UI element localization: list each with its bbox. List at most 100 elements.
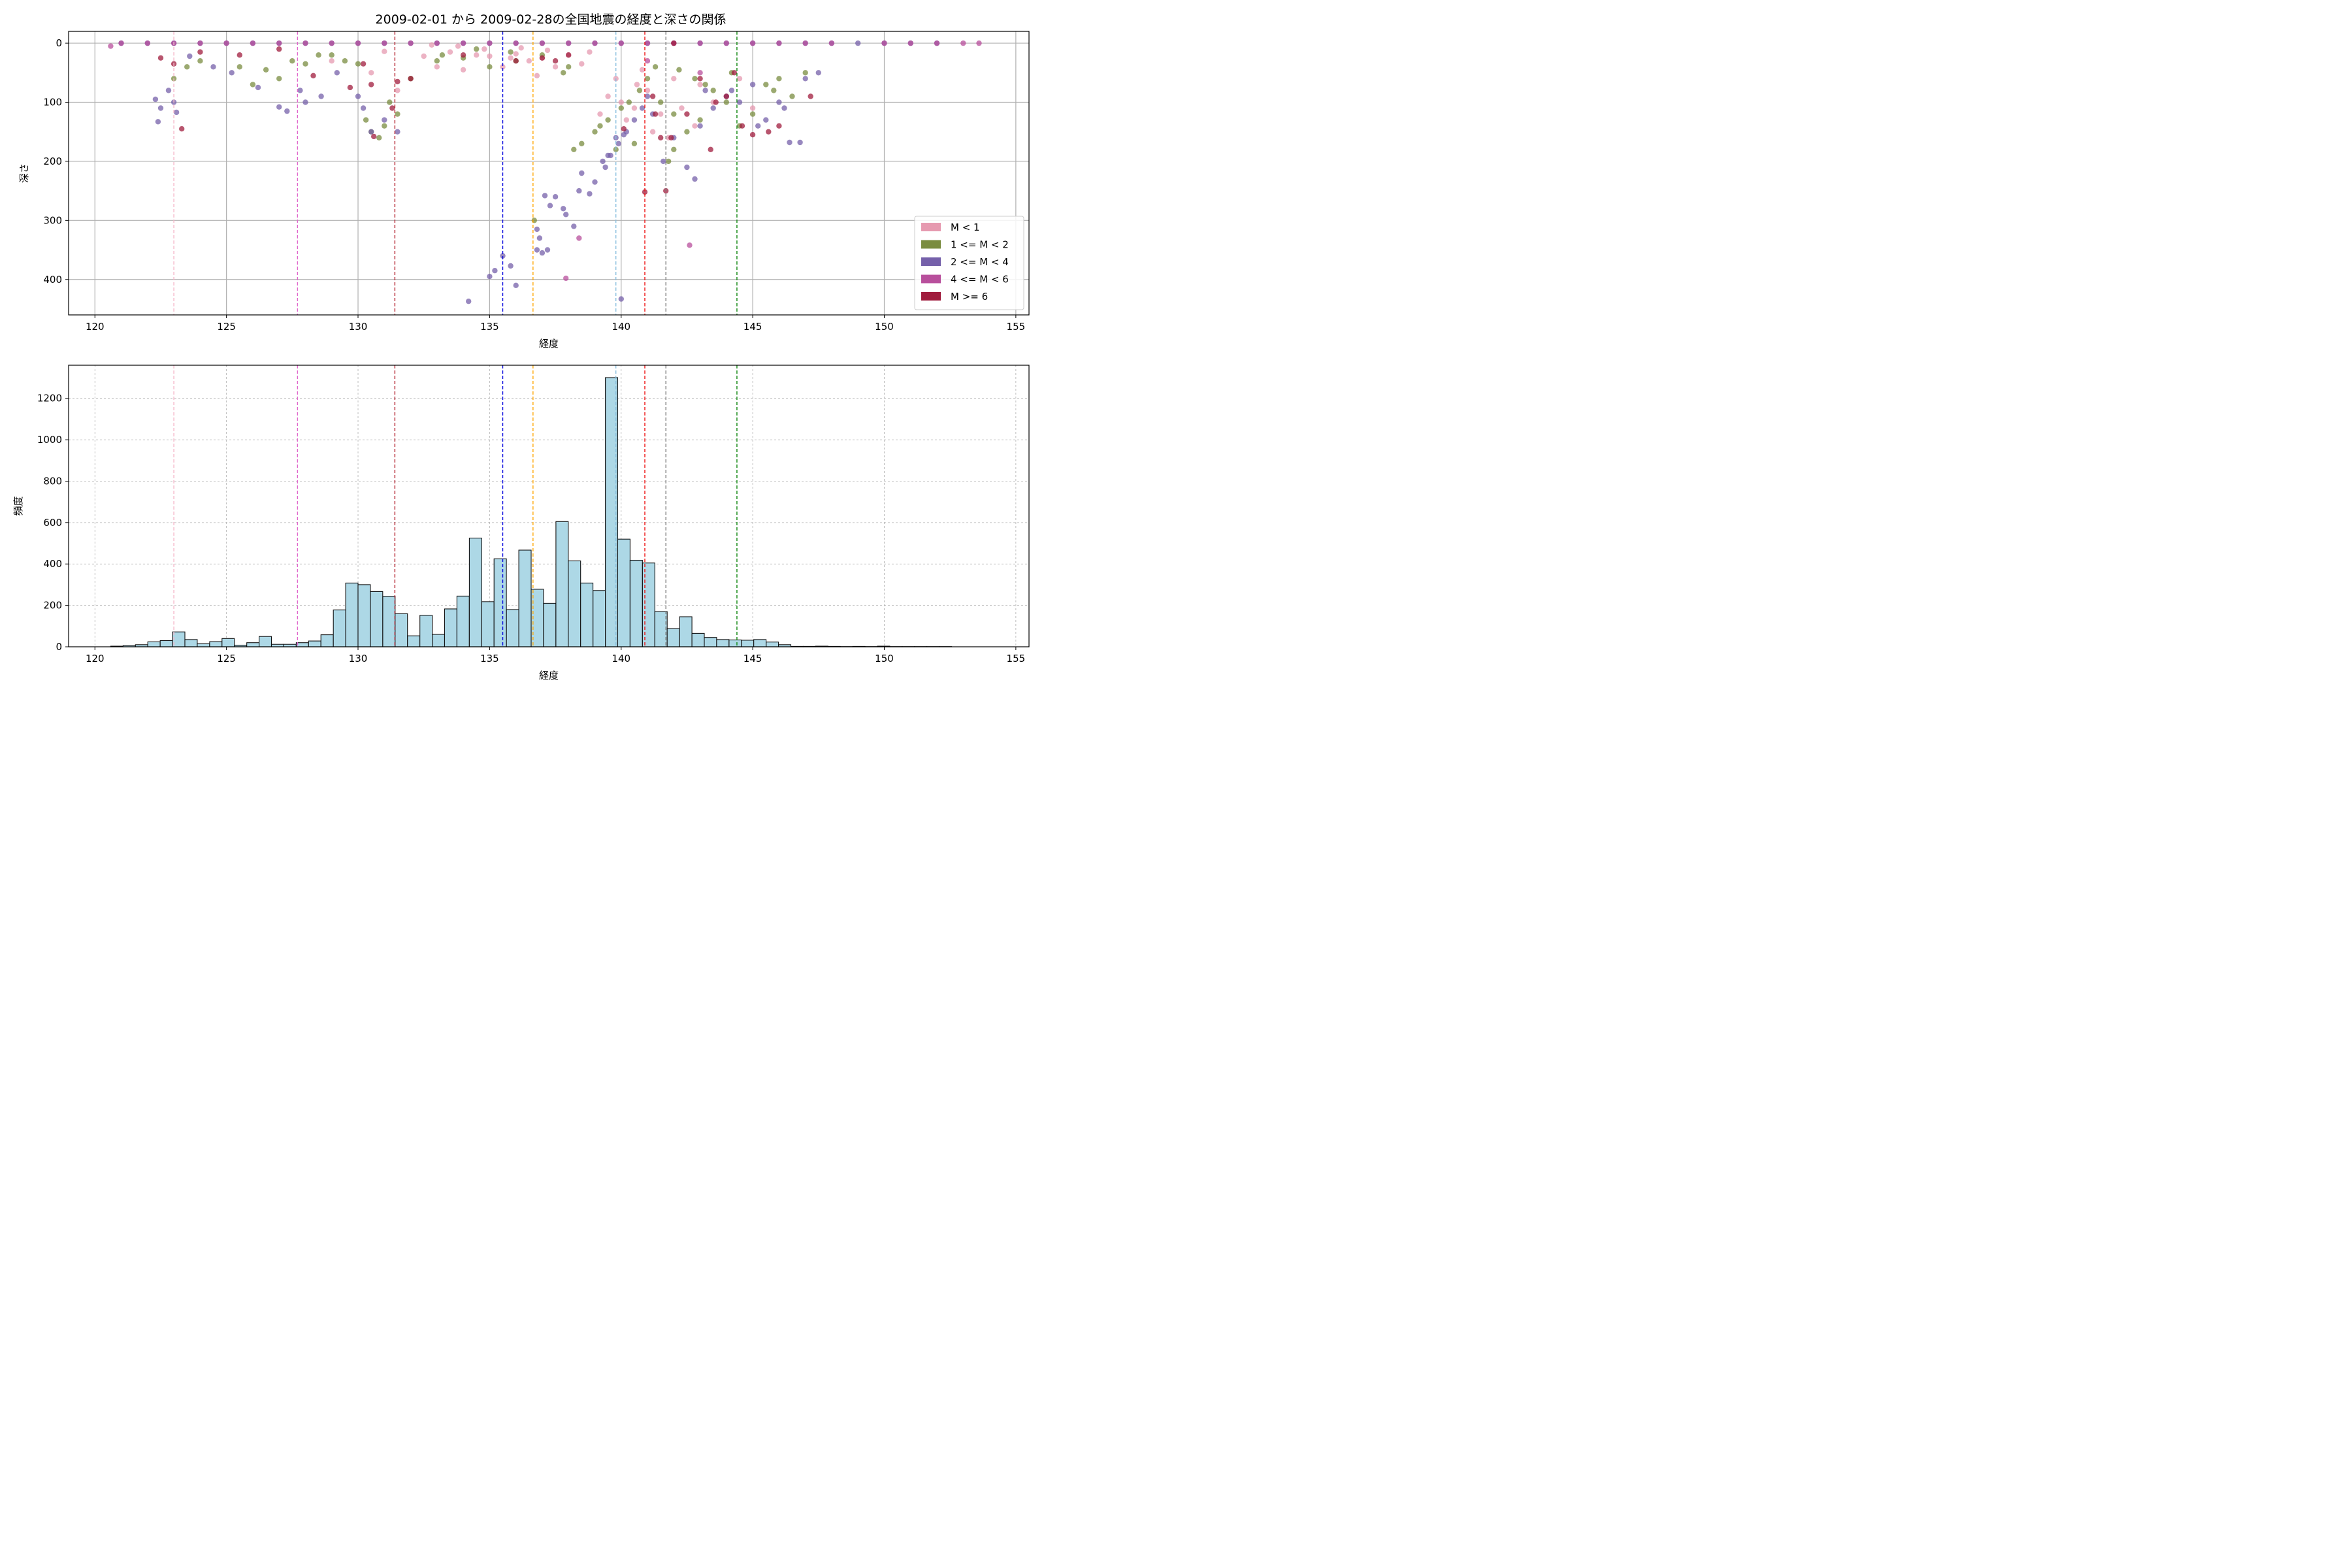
scatter-point bbox=[605, 117, 611, 123]
scatter-point bbox=[618, 99, 624, 105]
x-tick-label: 140 bbox=[612, 653, 630, 664]
scatter-point bbox=[544, 47, 551, 54]
scatter-point bbox=[658, 135, 664, 140]
histogram-bar bbox=[159, 640, 173, 647]
scatter-point bbox=[395, 111, 400, 117]
x-tick-label: 155 bbox=[1007, 321, 1026, 333]
scatter-point bbox=[649, 93, 656, 99]
histogram-bar bbox=[580, 582, 594, 647]
scatter-point bbox=[184, 64, 190, 70]
x-tick-label: 135 bbox=[480, 321, 499, 333]
scatter-point bbox=[563, 212, 569, 218]
scatter-point bbox=[229, 70, 235, 76]
scatter-point bbox=[563, 275, 569, 282]
scatter-point bbox=[579, 61, 585, 67]
scatter-point bbox=[597, 111, 603, 117]
scatter-point bbox=[676, 67, 682, 73]
x-tick-label: 125 bbox=[217, 321, 236, 333]
scatter-point bbox=[302, 99, 308, 105]
scatter-point bbox=[376, 135, 382, 140]
scatter-point bbox=[534, 247, 540, 253]
histogram-bar bbox=[147, 641, 161, 647]
scatter-point bbox=[623, 117, 629, 123]
histogram-bar bbox=[320, 634, 334, 647]
scatter-point bbox=[513, 58, 519, 64]
y-tick-label: 400 bbox=[43, 558, 62, 570]
scatter-point bbox=[466, 299, 472, 304]
scatter-point bbox=[360, 105, 367, 111]
scatter-point bbox=[697, 82, 703, 88]
y-tick-label: 0 bbox=[56, 641, 62, 653]
scatter-point bbox=[602, 164, 608, 171]
scatter-point bbox=[702, 82, 708, 88]
scatter-point bbox=[534, 73, 540, 79]
y-tick-label: 600 bbox=[43, 517, 62, 529]
scatter-point bbox=[368, 129, 374, 135]
scatter-point bbox=[263, 67, 269, 73]
scatter-point bbox=[355, 61, 361, 67]
scatter-point bbox=[368, 70, 374, 76]
legend-label: 4 <= M < 6 bbox=[951, 274, 1009, 286]
scatter-point bbox=[408, 76, 414, 82]
scatter-point bbox=[697, 117, 703, 123]
chart-title: 2009-02-01 から 2009-02-28の全国地震の経度と深さの関係 bbox=[376, 12, 727, 27]
scatter-point bbox=[289, 58, 295, 64]
scatter-point bbox=[500, 253, 506, 259]
scatter-point bbox=[600, 158, 606, 165]
legend-label: 1 <= M < 2 bbox=[951, 239, 1009, 251]
scatter-point bbox=[531, 218, 537, 223]
scatter-point bbox=[439, 52, 446, 58]
scatter-point bbox=[697, 76, 703, 82]
histogram-bar bbox=[593, 590, 606, 647]
scatter-point bbox=[652, 64, 659, 70]
scatter-point bbox=[500, 64, 506, 70]
scatter-point bbox=[518, 45, 524, 51]
scatter-point bbox=[108, 43, 114, 49]
scatter-point bbox=[713, 99, 719, 105]
scatter-point bbox=[474, 52, 480, 58]
histogram-bar bbox=[506, 609, 519, 647]
scatter-y-ticks: 0 100 200 300 400 bbox=[43, 37, 69, 286]
scatter-point bbox=[692, 76, 698, 82]
scatter-point bbox=[697, 40, 703, 46]
scatter-point bbox=[482, 46, 487, 52]
y-tick-label: 1200 bbox=[37, 393, 62, 404]
scatter-point bbox=[605, 93, 611, 99]
x-tick-label: 150 bbox=[875, 653, 894, 664]
legend-swatch bbox=[921, 223, 941, 231]
scatter-point bbox=[710, 88, 716, 93]
scatter-point bbox=[608, 152, 613, 159]
scatter-point bbox=[579, 140, 585, 146]
scatter-point bbox=[434, 64, 440, 70]
scatter-point bbox=[389, 105, 395, 111]
scatter-point bbox=[618, 105, 624, 111]
scatter-point bbox=[536, 235, 543, 241]
y-tick-label: 100 bbox=[43, 97, 62, 108]
scatter-point bbox=[749, 82, 756, 88]
scatter-point bbox=[539, 55, 546, 61]
scatter-point bbox=[976, 40, 982, 46]
scatter-point bbox=[644, 88, 651, 93]
scatter-point bbox=[408, 40, 414, 46]
scatter-point bbox=[802, 40, 808, 46]
scatter-point bbox=[223, 40, 229, 46]
scatter-point bbox=[434, 58, 440, 64]
scatter-point bbox=[571, 146, 577, 152]
histogram-plot-frame bbox=[68, 365, 1030, 647]
scatter-point bbox=[644, 40, 651, 46]
scatter-point bbox=[787, 139, 792, 146]
scatter-point bbox=[576, 188, 582, 194]
histogram-bar bbox=[716, 639, 730, 647]
scatter-x-ticks: 120 125 130 135 140 145 150 155 bbox=[86, 315, 1025, 333]
scatter-point bbox=[152, 96, 159, 103]
y-tick-label: 800 bbox=[43, 475, 62, 487]
scatter-point bbox=[276, 104, 282, 110]
y-tick-label: 300 bbox=[43, 214, 62, 226]
scatter-point bbox=[179, 126, 185, 132]
scatter-point bbox=[671, 146, 677, 152]
scatter-point bbox=[297, 88, 303, 93]
histogram-bar bbox=[295, 642, 309, 647]
histogram-bar bbox=[395, 613, 408, 647]
scatter-point bbox=[634, 82, 640, 88]
histogram-bar bbox=[456, 595, 470, 647]
